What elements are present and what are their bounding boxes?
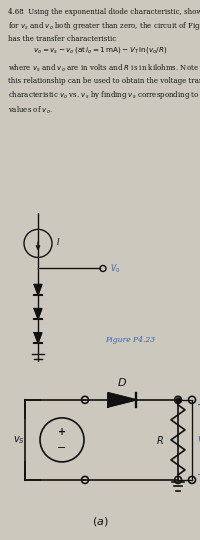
Text: $V_0$: $V_0$ <box>110 262 120 275</box>
Polygon shape <box>108 393 136 407</box>
Text: −: − <box>197 470 200 480</box>
Text: $R$: $R$ <box>156 434 164 446</box>
Text: $v_O$: $v_O$ <box>197 434 200 446</box>
Circle shape <box>174 396 182 403</box>
Text: $(a)$: $(a)$ <box>92 515 108 528</box>
Circle shape <box>82 476 88 483</box>
Circle shape <box>174 476 182 483</box>
Text: +: + <box>58 427 66 437</box>
Text: $D$: $D$ <box>117 376 127 388</box>
Text: −: − <box>57 443 67 453</box>
Text: Figure P4.23: Figure P4.23 <box>105 336 155 344</box>
Text: 4.68  Using the exponential diode characteristic, show that
for $v_s$ and $v_o$ : 4.68 Using the exponential diode charact… <box>8 8 200 43</box>
Polygon shape <box>34 285 42 295</box>
Polygon shape <box>34 333 42 343</box>
Text: where $v_s$ and $v_o$ are in volts and $R$ is in kilohms. Note that
this relatio: where $v_s$ and $v_o$ are in volts and $… <box>8 63 200 117</box>
Text: +: + <box>197 400 200 409</box>
Text: $I$: $I$ <box>56 236 60 247</box>
Circle shape <box>82 396 88 403</box>
Text: $v_o = v_s - v_o\,(\mathrm{at}\,i_o = 1\,\mathrm{mA}) - V_T\,\mathrm{ln}(v_o/R)$: $v_o = v_s - v_o\,(\mathrm{at}\,i_o = 1\… <box>33 45 167 55</box>
Text: $v_S$: $v_S$ <box>13 434 25 446</box>
Circle shape <box>188 476 196 483</box>
Circle shape <box>188 396 196 403</box>
Polygon shape <box>34 309 42 319</box>
